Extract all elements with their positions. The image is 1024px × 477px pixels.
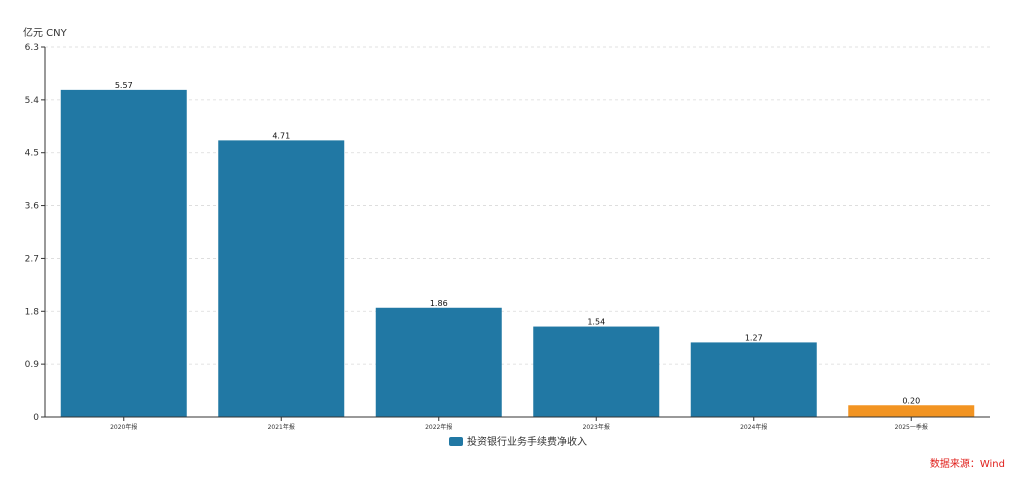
bar	[375, 307, 502, 417]
y-tick-label: 0.9	[25, 360, 40, 370]
legend-swatch	[449, 437, 463, 446]
y-axis: 0 0.9 1.8 2.7 3.6 4.5 5.4 6.3	[25, 43, 46, 423]
legend[interactable]: 投资银行业务手续费净收入	[449, 435, 587, 448]
y-unit-label: 亿元 CNY	[23, 26, 68, 39]
data-label: 4.71	[272, 131, 290, 140]
bar	[690, 342, 817, 417]
data-label: 1.27	[745, 333, 763, 342]
y-tick-label: 2.7	[25, 254, 39, 264]
bar	[218, 140, 345, 417]
x-axis: 2020年报 2021年报 2022年报 2023年报 2024年报 2025一季报	[45, 416, 990, 431]
y-tick-label: 1.8	[25, 307, 40, 317]
bars: 5.57 4.71 1.86 1.54 1.27 0.20	[60, 81, 975, 417]
gridlines	[45, 46, 990, 365]
source-note: 数据来源：Wind	[929, 459, 1005, 470]
data-label: 1.54	[587, 318, 605, 327]
y-tick-label: 5.4	[25, 96, 40, 106]
x-tick-label: 2020年报	[110, 423, 137, 431]
x-tick-label: 2023年报	[583, 423, 610, 431]
legend-label-series: 投资银行业务手续费净收入	[467, 435, 587, 448]
data-label: 0.20	[902, 396, 920, 405]
y-tick-label: 6.3	[25, 43, 39, 53]
y-tick-label: 3.6	[25, 202, 40, 212]
x-tick-label: 2022年报	[425, 423, 452, 431]
data-label: 1.86	[430, 299, 448, 308]
bar	[60, 89, 187, 417]
bar	[533, 326, 660, 417]
x-tick-label: 2021年报	[268, 423, 295, 431]
y-tick-label: 0	[33, 413, 39, 423]
data-label: 5.57	[115, 81, 133, 90]
x-tick-label: 2024年报	[740, 423, 767, 431]
bar	[848, 405, 975, 417]
y-tick-label: 4.5	[25, 149, 39, 159]
x-tick-label: 2025一季报	[895, 423, 928, 431]
